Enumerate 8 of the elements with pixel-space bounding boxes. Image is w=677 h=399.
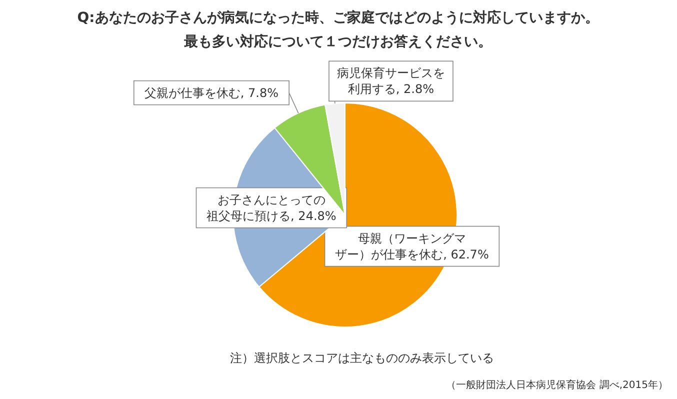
slice-label: 母親（ワーキングマザー）が仕事を休む, 62.7% (335, 231, 489, 262)
slice-label: 父親が仕事を休む, 7.8% (144, 86, 279, 100)
slice-label: 病児保育サービスを利用する, 2.8% (336, 66, 445, 96)
chart-title: Q:あなたのお子さんが病気になった時、ご家庭ではどのように対応していますか。 (77, 9, 599, 26)
slice-label: お子さんにとっての祖父母に預ける, 24.8% (206, 192, 336, 223)
chart-subtitle: 最も多い対応について１つだけお答えください。 (183, 33, 492, 50)
text: （一般財団法人日本病児保育協会 調べ,2015年） (446, 379, 668, 391)
text: 注）選択肢とスコアは主なもののみ表示している (230, 351, 494, 365)
